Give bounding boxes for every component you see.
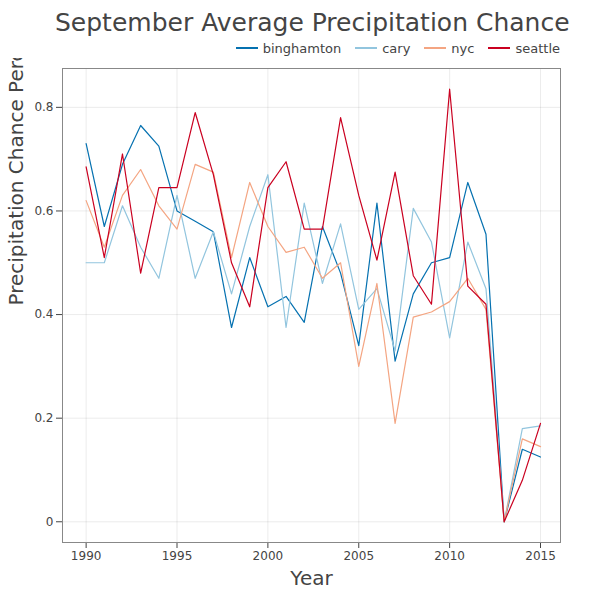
svg-text:0.6: 0.6 [34, 204, 53, 218]
svg-text:1990: 1990 [71, 549, 102, 563]
svg-text:2010: 2010 [434, 549, 465, 563]
svg-text:0: 0 [46, 515, 54, 529]
html-text:seattle: seattle [515, 40, 560, 56]
svg-text:2000: 2000 [253, 549, 284, 563]
html-text:binghamton: binghamton [262, 40, 342, 56]
svg-text:Precipitation Chance Percentag: Precipitation Chance Percentage [4, 58, 28, 306]
html-text:cary: cary [382, 40, 411, 56]
svg-text:2015: 2015 [525, 549, 556, 563]
svg-text:0.8: 0.8 [34, 100, 53, 114]
html-text:nyc: nyc [451, 40, 475, 56]
svg-text:Year: Year [289, 566, 333, 590]
svg-text:1995: 1995 [162, 549, 193, 563]
svg-text:2005: 2005 [343, 549, 374, 563]
svg-text:0.4: 0.4 [34, 307, 53, 321]
svg-text:0.2: 0.2 [34, 411, 53, 425]
html-text:September Average Precipitatio: September Average Precipitation Chance [55, 8, 570, 37]
